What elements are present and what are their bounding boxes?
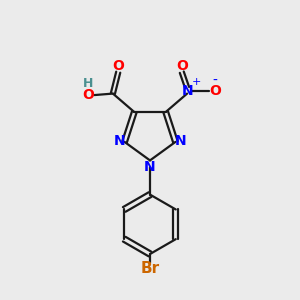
Text: +: +	[191, 77, 201, 87]
Text: O: O	[176, 58, 188, 73]
Text: H: H	[83, 77, 93, 90]
Text: N: N	[144, 160, 156, 174]
Text: O: O	[209, 84, 221, 98]
Text: -: -	[213, 74, 218, 88]
Text: O: O	[112, 58, 124, 73]
Text: N: N	[113, 134, 125, 148]
Text: N: N	[181, 84, 193, 98]
Text: Br: Br	[140, 261, 160, 276]
Text: N: N	[175, 134, 187, 148]
Text: O: O	[82, 88, 94, 102]
